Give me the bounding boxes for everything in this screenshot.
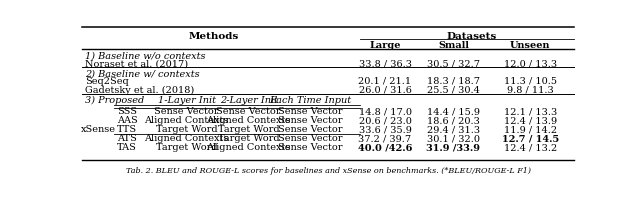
Text: Target Word: Target Word [218,125,280,134]
Text: Methods: Methods [189,32,239,41]
Text: Aligned Contexts: Aligned Contexts [145,116,229,125]
Text: 1) Baseline w/o contexts: 1) Baseline w/o contexts [85,51,205,60]
Text: 12.4 / 13.9: 12.4 / 13.9 [504,116,557,125]
Text: Sense Vector: Sense Vector [278,134,343,143]
Text: Each Time Input: Each Time Input [269,96,352,105]
Text: Datasets: Datasets [447,32,497,41]
Text: 2) Baseline w/ contexts: 2) Baseline w/ contexts [85,69,200,78]
Text: 18.6 / 20.3: 18.6 / 20.3 [427,116,480,125]
Text: Aligned Contexts: Aligned Contexts [207,143,291,152]
Text: 18.3 / 18.7: 18.3 / 18.7 [427,77,480,85]
Text: TTS: TTS [117,125,137,134]
Text: 30.1 / 32.0: 30.1 / 32.0 [427,134,480,143]
Text: Aligned Contexts: Aligned Contexts [207,116,291,125]
Text: Sense Vector: Sense Vector [278,125,343,134]
Text: 2-Layer Init: 2-Layer Init [220,96,278,105]
Text: 31.9 /33.9: 31.9 /33.9 [426,143,481,152]
Text: 12.0 / 13.3: 12.0 / 13.3 [504,59,557,68]
Text: 20.6 / 23.0: 20.6 / 23.0 [358,116,412,125]
Text: Sense Vector: Sense Vector [278,143,343,152]
Text: Tab. 2. BLEU and ROUGE-L scores for baselines and xSense on benchmarks. (*BLEU/R: Tab. 2. BLEU and ROUGE-L scores for base… [125,166,531,174]
Text: Target Word: Target Word [156,143,218,152]
Text: 30.5 / 32.7: 30.5 / 32.7 [427,59,480,68]
Text: AAS: AAS [116,116,138,125]
Text: 11.3 / 10.5: 11.3 / 10.5 [504,77,557,85]
Text: 40.0 /42.6: 40.0 /42.6 [358,143,412,152]
Text: 12.1 / 13.3: 12.1 / 13.3 [504,107,557,116]
Text: SSS: SSS [117,107,137,116]
Text: Sense Vector: Sense Vector [154,107,219,116]
Text: Sense Vector: Sense Vector [278,107,343,116]
Text: Small: Small [438,41,469,50]
Text: 25.5 / 30.4: 25.5 / 30.4 [427,85,480,94]
Text: 11.9 / 14.2: 11.9 / 14.2 [504,125,557,134]
Text: Large: Large [369,41,401,50]
Text: ATS: ATS [117,134,137,143]
Text: Sense Vector: Sense Vector [278,116,343,125]
Text: TAS: TAS [117,143,137,152]
Text: 33.6 / 35.9: 33.6 / 35.9 [358,125,412,134]
Text: 1-Layer Init: 1-Layer Init [157,96,216,105]
Text: Unseen: Unseen [510,41,550,50]
Text: 14.8 / 17.0: 14.8 / 17.0 [358,107,412,116]
Text: 20.1 / 21.1: 20.1 / 21.1 [358,77,412,85]
Text: Target Word: Target Word [218,134,280,143]
Text: 9.8 / 11.3: 9.8 / 11.3 [507,85,554,94]
Text: 3) Proposed: 3) Proposed [85,96,144,105]
Text: 37.2 / 39.7: 37.2 / 39.7 [358,134,412,143]
Text: Gadetsky et al. (2018): Gadetsky et al. (2018) [85,85,194,94]
Text: 14.4 / 15.9: 14.4 / 15.9 [427,107,480,116]
Text: 29.4 / 31.3: 29.4 / 31.3 [427,125,480,134]
Text: Noraset et al. (2017): Noraset et al. (2017) [85,59,188,68]
Text: 12.7 / 14.5: 12.7 / 14.5 [502,134,559,143]
Text: Sense Vector: Sense Vector [216,107,281,116]
Text: 12.4 / 13.2: 12.4 / 13.2 [504,143,557,152]
Text: Target Word: Target Word [156,125,218,134]
Text: Aligned Contexts: Aligned Contexts [145,134,229,143]
Text: Seq2Seq: Seq2Seq [85,77,129,85]
Text: 26.0 / 31.6: 26.0 / 31.6 [358,85,412,94]
Text: xSense: xSense [81,125,116,134]
Text: 33.8 / 36.3: 33.8 / 36.3 [358,59,412,68]
